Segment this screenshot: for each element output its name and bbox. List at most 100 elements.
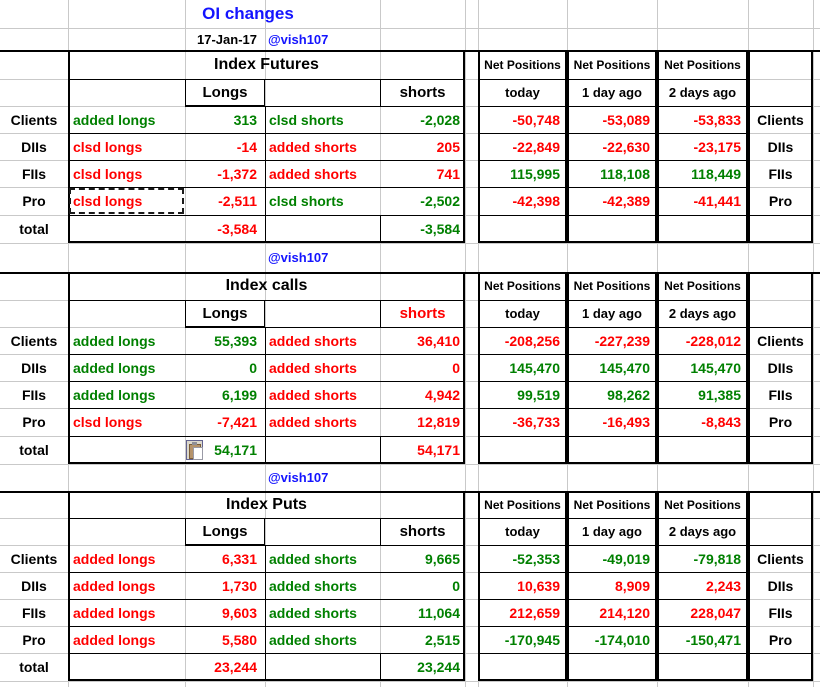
cell-short-value[interactable]: 9,665 xyxy=(424,550,460,567)
row-label[interactable]: Clients xyxy=(10,550,58,567)
row-label-right[interactable]: DIIs xyxy=(767,138,794,155)
longs-header[interactable]: Longs xyxy=(202,84,248,101)
net-value[interactable]: -53,833 xyxy=(693,111,741,128)
row-label-right[interactable]: Pro xyxy=(768,193,793,209)
longs-header[interactable]: Longs xyxy=(202,305,248,322)
net-value[interactable]: -22,849 xyxy=(512,138,560,155)
net-sub-header[interactable]: 2 days ago xyxy=(668,524,737,539)
row-label-right[interactable]: Pro xyxy=(768,414,793,430)
net-value[interactable]: -42,389 xyxy=(602,193,650,209)
cell-long-action[interactable]: added longs xyxy=(73,577,156,594)
net-value[interactable]: 10,639 xyxy=(517,577,560,594)
cell-long-action[interactable]: clsd longs xyxy=(73,193,143,209)
total-label[interactable]: total xyxy=(19,221,49,237)
section-title[interactable]: Index calls xyxy=(225,277,308,294)
cell-long-value[interactable]: 6,331 xyxy=(221,550,257,567)
net-value[interactable]: 115,995 xyxy=(510,165,560,182)
net-value[interactable]: -228,012 xyxy=(685,332,741,349)
cell-short-action[interactable]: added shorts xyxy=(269,165,357,182)
cell-long-value[interactable]: 0 xyxy=(249,359,257,376)
net-value[interactable]: 212,659 xyxy=(509,604,560,621)
row-label-right[interactable]: FIIs xyxy=(768,604,793,621)
net-value[interactable]: 228,047 xyxy=(690,604,741,621)
cell-short-value[interactable]: 2,515 xyxy=(424,631,460,648)
row-label[interactable]: Pro xyxy=(22,414,46,430)
net-value[interactable]: -22,630 xyxy=(602,138,650,155)
shorts-header[interactable]: shorts xyxy=(399,305,446,322)
total-label[interactable]: total xyxy=(19,442,49,458)
cell-long-value[interactable]: 9,603 xyxy=(221,604,257,621)
cell-long-value[interactable]: -1,372 xyxy=(217,165,257,182)
section-title[interactable]: Index Puts xyxy=(226,495,307,513)
total-long-value[interactable]: 23,244 xyxy=(214,659,257,675)
cell-short-action[interactable]: added shorts xyxy=(269,577,357,594)
net-value[interactable]: -41,441 xyxy=(693,193,741,209)
net-value[interactable]: 8,909 xyxy=(614,577,650,594)
net-value[interactable]: -174,010 xyxy=(594,631,650,648)
net-value[interactable]: -208,256 xyxy=(504,332,560,349)
net-value[interactable]: 145,470 xyxy=(690,359,741,376)
net-sub-header[interactable]: today xyxy=(505,524,540,539)
section-title[interactable]: Index Futures xyxy=(214,55,319,73)
net-positions-header[interactable]: Net Positions xyxy=(664,497,741,512)
cell-short-action[interactable]: added shorts xyxy=(269,332,357,349)
cell-long-action[interactable]: added longs xyxy=(73,604,156,621)
net-value[interactable]: 145,470 xyxy=(599,359,650,376)
net-sub-header[interactable]: today xyxy=(505,85,540,100)
net-value[interactable]: 98,262 xyxy=(607,386,650,403)
net-value[interactable]: -8,843 xyxy=(701,414,741,430)
cell-short-action[interactable]: added shorts xyxy=(269,386,357,403)
cell-long-action[interactable]: added longs xyxy=(73,111,156,128)
cell-short-action[interactable]: clsd shorts xyxy=(269,111,344,128)
cell-long-value[interactable]: 1,730 xyxy=(221,577,257,594)
longs-header[interactable]: Longs xyxy=(202,523,248,540)
cell-short-value[interactable]: 11,064 xyxy=(417,604,460,621)
total-short-value[interactable]: 54,171 xyxy=(417,442,460,458)
net-value[interactable]: -53,089 xyxy=(602,111,650,128)
net-positions-header[interactable]: Net Positions xyxy=(664,57,741,72)
row-label[interactable]: Clients xyxy=(10,111,58,128)
shorts-header[interactable]: shorts xyxy=(399,523,446,540)
cell-short-value[interactable]: 741 xyxy=(436,165,460,182)
row-label[interactable]: DIIs xyxy=(21,359,47,376)
net-value[interactable]: -79,818 xyxy=(693,550,741,567)
cell-long-value[interactable]: 55,393 xyxy=(214,332,257,349)
cell-long-action[interactable]: clsd longs xyxy=(73,165,143,182)
row-label[interactable]: DIIs xyxy=(21,138,47,155)
net-value[interactable]: -23,175 xyxy=(693,138,741,155)
row-label[interactable]: DIIs xyxy=(21,577,47,594)
net-value[interactable]: 2,243 xyxy=(705,577,741,594)
cell-long-action[interactable]: added longs xyxy=(73,386,156,403)
row-label[interactable]: Clients xyxy=(10,332,58,349)
cell-long-value[interactable]: -7,421 xyxy=(217,414,257,430)
net-value[interactable]: -150,471 xyxy=(685,631,741,648)
cell-long-value[interactable]: 6,199 xyxy=(221,386,257,403)
net-value[interactable]: -42,398 xyxy=(512,193,560,209)
net-value[interactable]: -52,353 xyxy=(512,550,560,567)
net-positions-header[interactable]: Net Positions xyxy=(573,57,651,72)
net-value[interactable]: 99,519 xyxy=(517,386,560,403)
net-value[interactable]: 118,449 xyxy=(691,165,741,182)
net-positions-header[interactable]: Net Positions xyxy=(573,279,651,293)
cell-long-action[interactable]: added longs xyxy=(73,359,156,376)
cell-short-value[interactable]: 0 xyxy=(452,359,460,376)
net-value[interactable]: 145,470 xyxy=(509,359,560,376)
net-value[interactable]: 91,385 xyxy=(698,386,741,403)
row-label-right[interactable]: FIIs xyxy=(768,386,793,403)
net-sub-header[interactable]: 1 day ago xyxy=(582,524,642,539)
shorts-header[interactable]: shorts xyxy=(399,84,446,101)
net-value[interactable]: -16,493 xyxy=(602,414,650,430)
row-label-right[interactable]: DIIs xyxy=(767,359,794,376)
net-value[interactable]: -50,748 xyxy=(512,111,560,128)
cell-long-action[interactable]: added longs xyxy=(73,332,156,349)
net-value[interactable]: 118,108 xyxy=(600,165,650,182)
cell-long-value[interactable]: -2,511 xyxy=(218,193,257,209)
net-positions-header[interactable]: Net Positions xyxy=(484,57,561,72)
row-label-right[interactable]: DIIs xyxy=(767,577,794,594)
cell-short-action[interactable]: added shorts xyxy=(269,550,357,567)
cell-long-value[interactable]: -14 xyxy=(236,138,257,155)
total-short-value[interactable]: 23,244 xyxy=(417,659,460,675)
cell-short-action[interactable]: added shorts xyxy=(269,604,357,621)
cell-short-value[interactable]: 0 xyxy=(452,577,460,594)
row-label[interactable]: FIIs xyxy=(21,604,47,621)
